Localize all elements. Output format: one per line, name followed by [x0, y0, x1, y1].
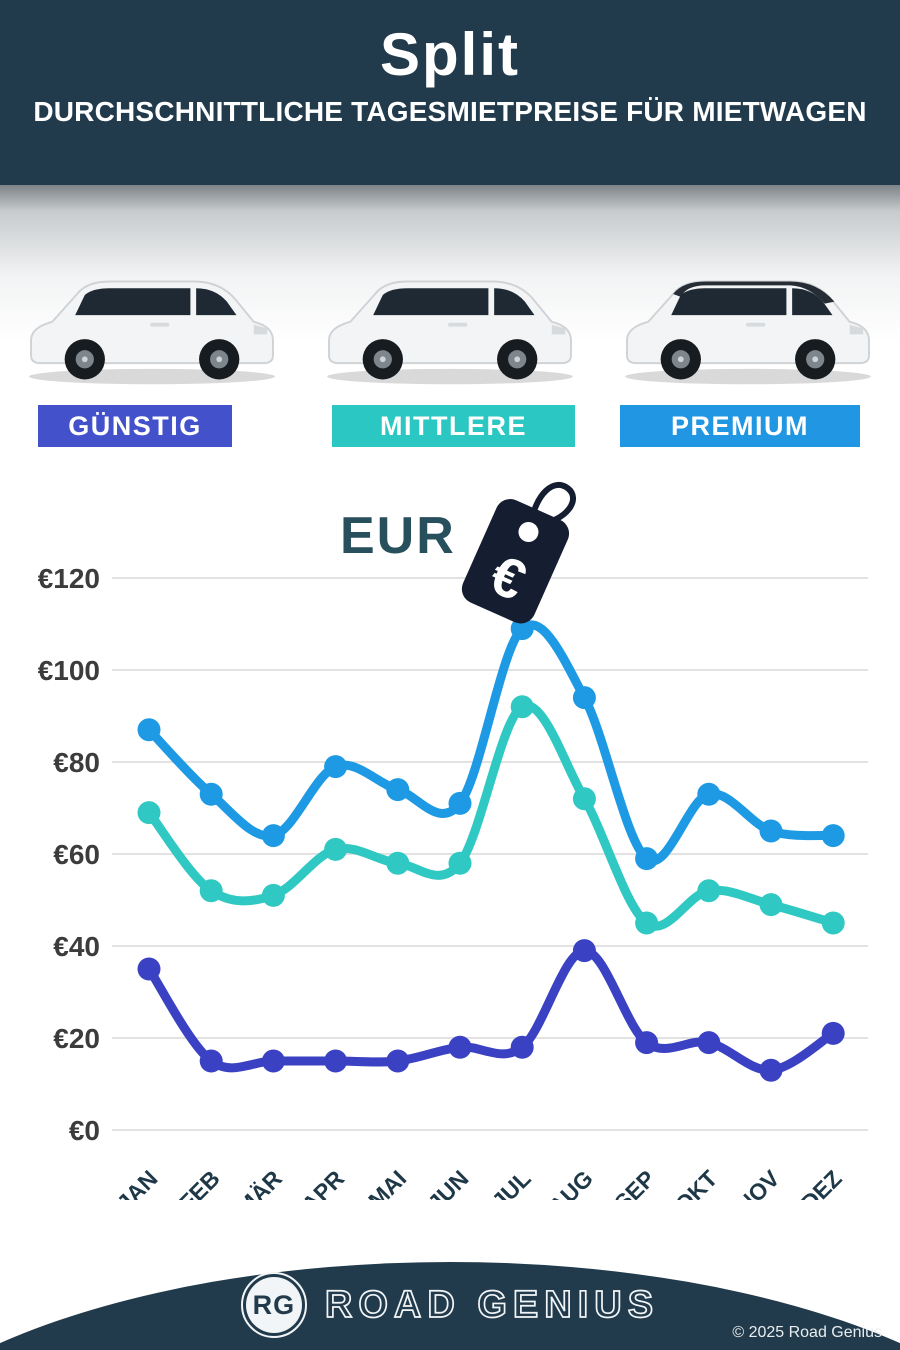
- series-PREMIUM: [137, 617, 845, 871]
- data-point: [137, 957, 161, 981]
- data-point: [137, 718, 161, 742]
- currency-label: EUR: [340, 507, 456, 565]
- data-point: [510, 617, 534, 641]
- data-point: [821, 824, 845, 848]
- data-point: [821, 1021, 845, 1045]
- logo-initials: RG: [245, 1277, 302, 1333]
- data-point: [386, 1049, 410, 1073]
- x-tick-label: MAI: [363, 1165, 411, 1200]
- data-point: [199, 1049, 223, 1073]
- series-MITTLERE: [137, 695, 845, 935]
- car-strip: [0, 185, 900, 403]
- data-point: [572, 686, 596, 710]
- brand-name: ROAD GENIUS: [324, 1283, 660, 1327]
- data-point: [821, 911, 845, 935]
- page-subtitle: DURCHSCHNITTLICHE TAGESMIETPREISE FÜR MI…: [33, 96, 867, 127]
- data-point: [386, 778, 410, 802]
- data-point: [261, 1049, 285, 1073]
- page-title: Split: [380, 21, 520, 88]
- series-GÜNSTIG: [137, 939, 845, 1082]
- car-image-guenstig: [8, 233, 296, 403]
- data-point: [759, 1058, 783, 1082]
- x-tick-label: DEZ: [796, 1165, 847, 1200]
- data-point: [759, 819, 783, 843]
- car-image-mittlere: [306, 233, 594, 403]
- data-point: [324, 1049, 348, 1073]
- x-tick-label: MÄR: [232, 1165, 288, 1200]
- price-tag-icon: €: [461, 481, 576, 624]
- x-tick-label: APR: [296, 1165, 349, 1200]
- y-tick-label: €60: [53, 839, 100, 870]
- data-point: [759, 893, 783, 917]
- category-badge-mittlere: MITTLERE: [332, 405, 575, 447]
- data-point: [261, 883, 285, 907]
- y-tick-label: €0: [69, 1115, 100, 1146]
- x-tick-label: FEB: [174, 1165, 225, 1200]
- x-tick-label: JUL: [487, 1165, 536, 1200]
- data-point: [137, 801, 161, 825]
- data-point: [261, 824, 285, 848]
- footer-brand: RG ROAD GENIUS: [0, 1272, 900, 1338]
- data-point: [635, 847, 659, 871]
- category-badge-guenstig: GÜNSTIG: [38, 405, 232, 447]
- data-point: [448, 791, 472, 815]
- data-point: [386, 851, 410, 875]
- y-tick-label: €80: [53, 747, 100, 778]
- x-tick-label: JAN: [112, 1165, 163, 1200]
- data-point: [635, 1031, 659, 1055]
- category-badge-premium: PREMIUM: [620, 405, 860, 447]
- data-point: [199, 782, 223, 806]
- x-tick-label: JUN: [423, 1165, 474, 1200]
- data-point: [324, 837, 348, 861]
- data-point: [448, 851, 472, 875]
- price-chart: €0 €20 €40 €60 €80 €100 €120 JAN FEB MÄR APR MAI JUN…: [38, 563, 868, 1200]
- y-tick-label: €100: [38, 655, 100, 686]
- data-point: [572, 939, 596, 963]
- x-tick-label: OKT: [670, 1165, 723, 1200]
- data-point: [448, 1035, 472, 1059]
- copyright: © 2025 Road Genius: [732, 1324, 882, 1341]
- data-point: [572, 787, 596, 811]
- road-genius-logo: RG: [240, 1272, 307, 1338]
- y-tick-label: €20: [53, 1023, 100, 1054]
- x-tick-label: SEP: [609, 1165, 660, 1200]
- data-point: [697, 782, 721, 806]
- x-tick-label: AUG: [543, 1165, 598, 1200]
- header: Split DURCHSCHNITTLICHE TAGESMIETPREISE …: [0, 0, 900, 185]
- data-point: [697, 879, 721, 903]
- y-tick-label: €40: [53, 931, 100, 962]
- category-row: GÜNSTIG MITTLERE PREMIUM: [0, 405, 900, 447]
- data-point: [697, 1031, 721, 1055]
- data-point: [635, 911, 659, 935]
- data-point: [199, 879, 223, 903]
- x-tick-label: NOV: [731, 1165, 785, 1200]
- y-tick-label: €120: [38, 563, 100, 594]
- data-point: [510, 1035, 534, 1059]
- data-point: [510, 695, 534, 719]
- car-image-premium: [604, 233, 892, 403]
- data-point: [324, 755, 348, 779]
